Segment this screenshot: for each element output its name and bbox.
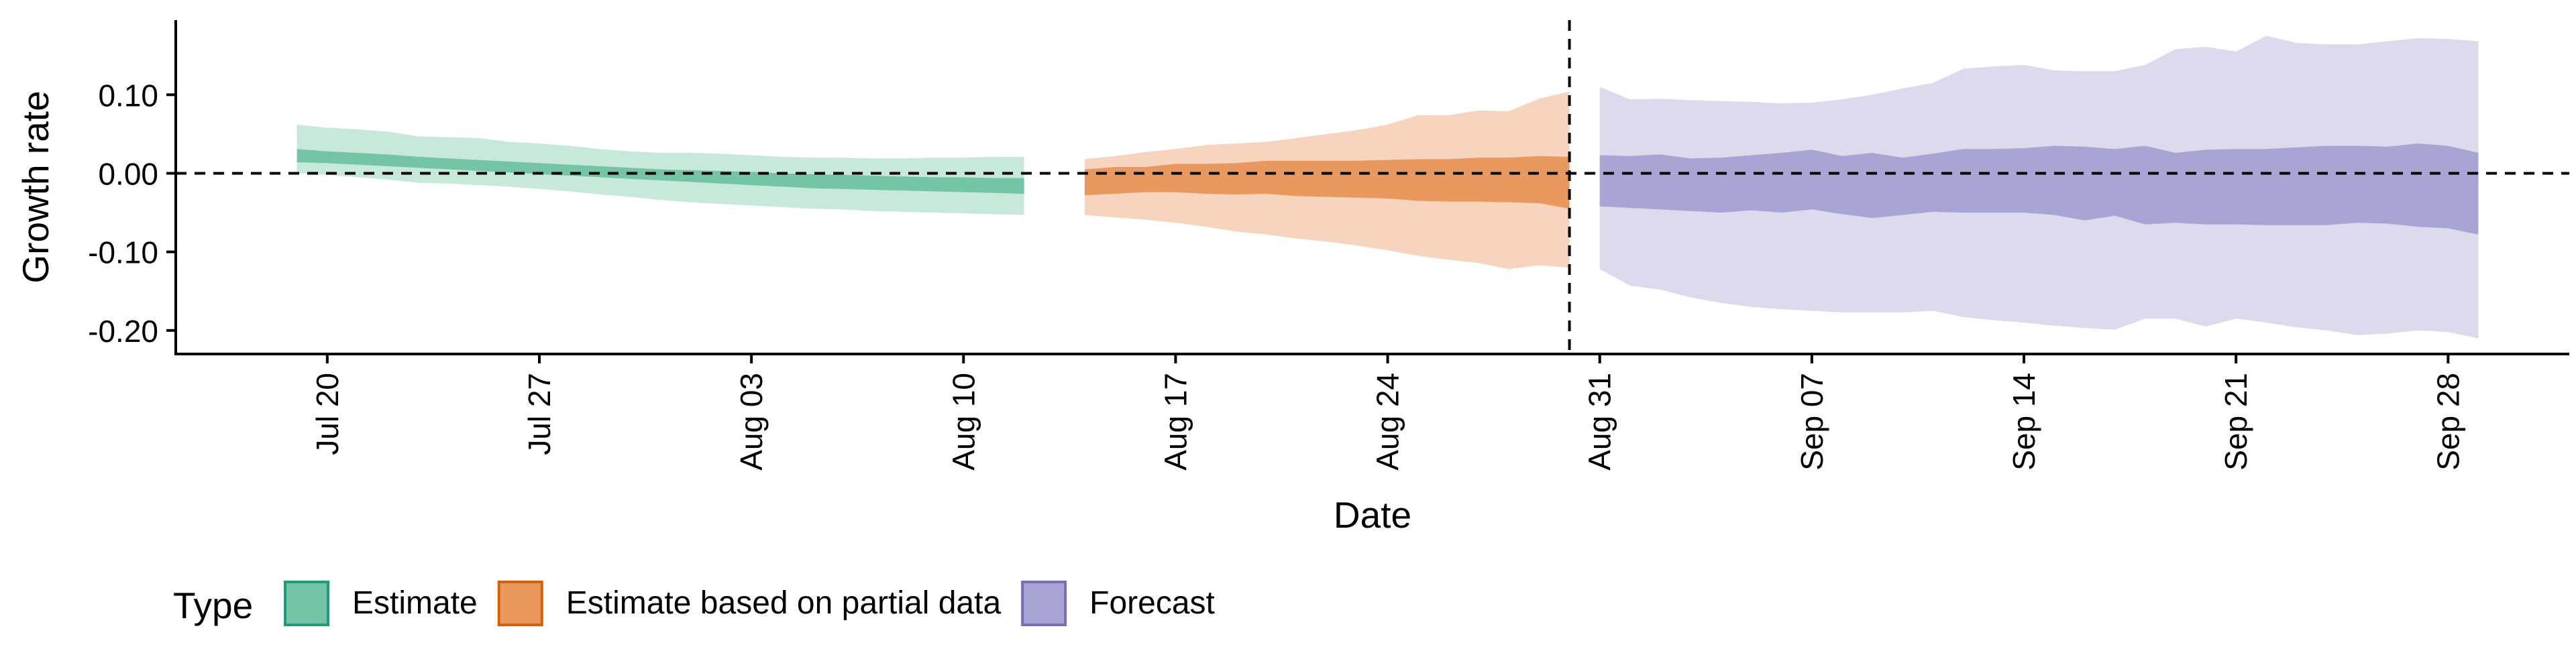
legend-swatch-estimate-based-on-partial-data — [497, 581, 543, 626]
x-tick-label: Aug 10 — [946, 373, 981, 471]
reference-line-layer — [176, 20, 2569, 354]
band-inner-forecast — [1599, 143, 2479, 235]
y-tick-label: -0.10 — [88, 235, 158, 270]
legend-swatch-forecast — [1021, 581, 1067, 626]
legend-label-forecast: Forecast — [1089, 585, 1215, 621]
y-tick-label: 0.10 — [98, 78, 158, 113]
x-tick-label: Jul 20 — [310, 373, 345, 455]
y-axis-title: Growth rate — [15, 91, 56, 283]
x-tick-label: Jul 27 — [522, 373, 557, 455]
legend-label-estimate-based-on-partial-data: Estimate based on partial data — [566, 585, 1002, 621]
x-axis-title: Date — [1334, 494, 1411, 536]
x-tick-label: Sep 21 — [2218, 373, 2253, 471]
legend-title: Type — [173, 585, 253, 626]
x-tick-label: Aug 24 — [1371, 373, 1405, 471]
x-tick-layer: Jul 20 Jul 27 Aug 03 Aug 10 Aug 17 Aug 24 Aug … — [310, 354, 2465, 471]
y-tick-label: -0.20 — [88, 314, 158, 349]
x-tick-label: Sep 28 — [2430, 373, 2465, 471]
axes-layer — [174, 20, 2569, 355]
y-tick-layer: 0.10 0.00 -0.10 -0.20 — [88, 78, 176, 349]
band-inner-estimate-based-on-partial-data — [1084, 156, 1570, 209]
x-tick-label: Sep 07 — [1794, 373, 1829, 471]
x-tick-label: Sep 14 — [2006, 373, 2041, 471]
band-layer — [297, 36, 2479, 339]
legend-label-estimate: Estimate — [352, 585, 478, 621]
y-tick-label: 0.00 — [98, 156, 158, 191]
x-tick-label: Aug 03 — [734, 373, 769, 471]
band-inner-estimate — [297, 149, 1024, 194]
x-tick-label: Aug 17 — [1158, 373, 1193, 471]
x-tick-label: Aug 31 — [1582, 373, 1617, 471]
legend-swatch-estimate — [284, 581, 329, 626]
legend: Type Estimate Estimate based on partial d… — [173, 581, 1215, 626]
